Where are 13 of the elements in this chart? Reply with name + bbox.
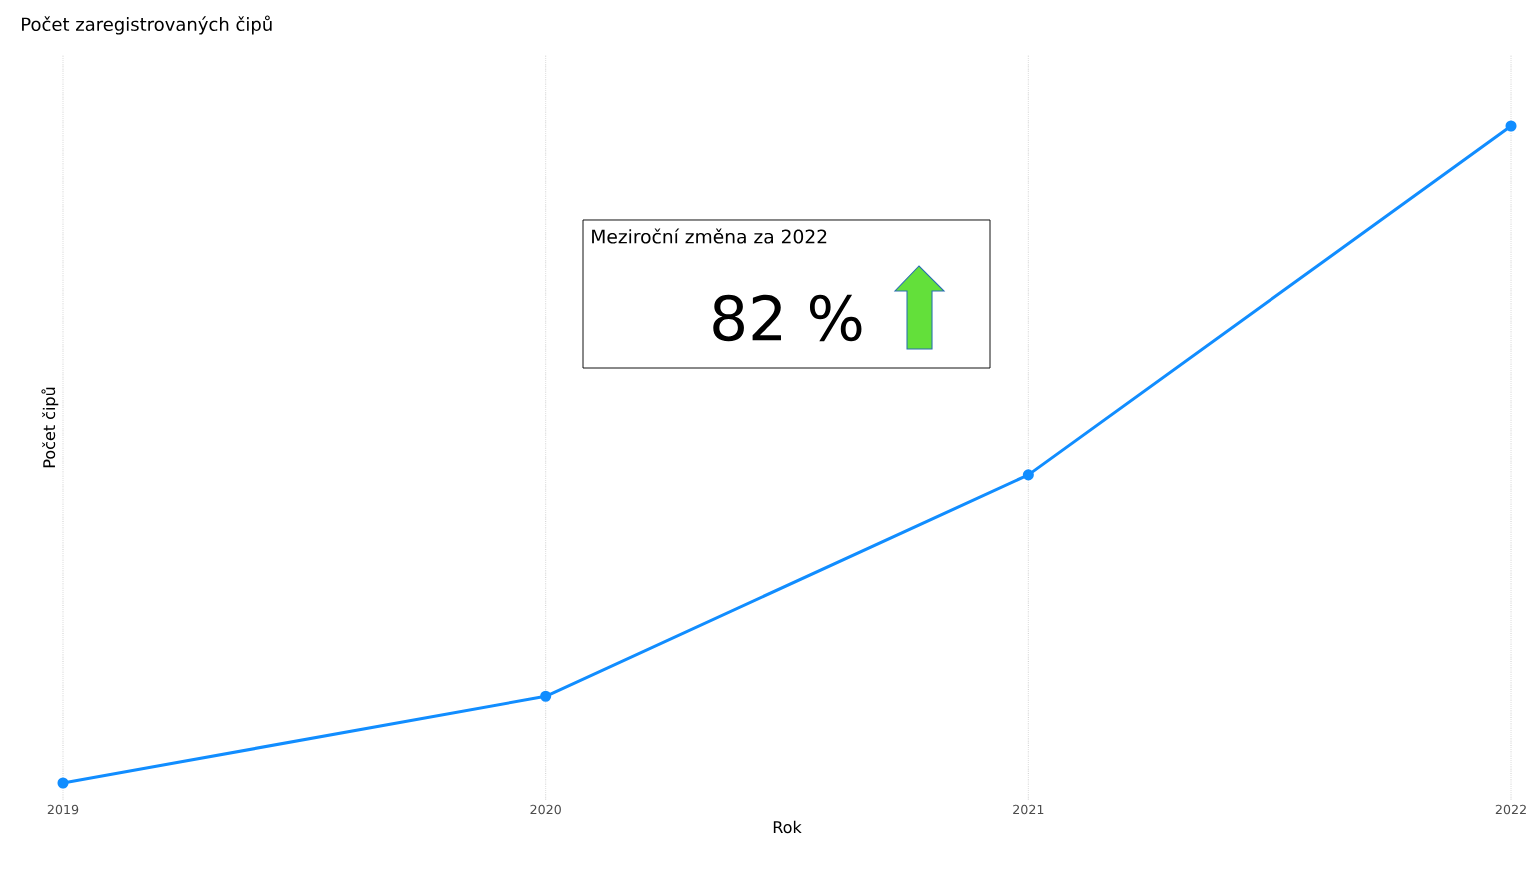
point — [1022, 469, 1034, 481]
y-axis-title: Počet čipů — [41, 387, 59, 468]
x-tick-label: 2022 — [1495, 804, 1526, 815]
x-axis-title: Rok — [773, 820, 802, 834]
x-tick-label: 2020 — [530, 804, 561, 815]
annotation: Meziroční změna za 2022 — [592, 228, 827, 244]
x-tick-label: 2021 — [1013, 804, 1044, 815]
point — [57, 777, 69, 789]
point — [540, 690, 552, 702]
point — [1505, 120, 1517, 132]
x-tick-label: 2019 — [47, 804, 79, 815]
annotation: 82 % — [713, 294, 862, 342]
chart-title: Počet zaregistrovaných čipů — [22, 15, 272, 35]
